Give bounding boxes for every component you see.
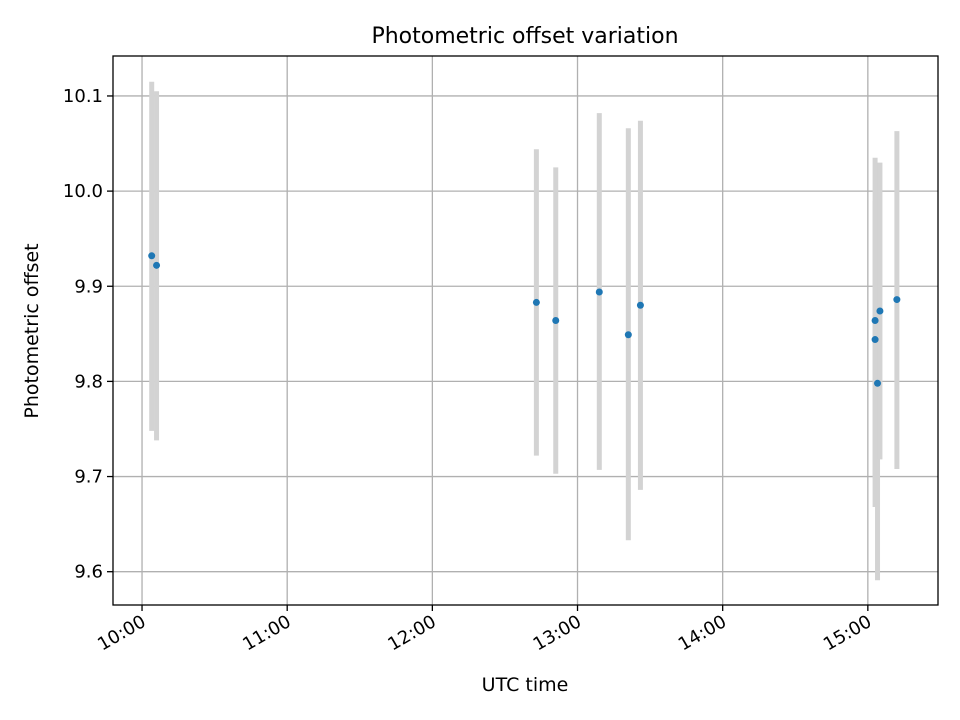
data-point bbox=[871, 336, 879, 344]
y-tick-label: 9.9 bbox=[74, 276, 103, 297]
y-tick-label: 9.6 bbox=[74, 562, 103, 583]
data-point bbox=[148, 252, 156, 260]
chart-title: Photometric offset variation bbox=[371, 24, 678, 49]
plot-frame bbox=[112, 55, 939, 606]
data-point bbox=[153, 261, 161, 269]
data-point bbox=[595, 288, 603, 296]
x-axis-label: UTC time bbox=[482, 674, 569, 696]
data-point bbox=[874, 379, 882, 387]
data-point bbox=[876, 307, 884, 315]
data-point bbox=[871, 317, 879, 325]
data-point bbox=[552, 317, 560, 325]
grid bbox=[113, 56, 938, 605]
y-tick-label: 10.0 bbox=[63, 181, 103, 202]
data-point bbox=[624, 331, 632, 339]
data-point bbox=[532, 298, 540, 306]
data-point bbox=[636, 301, 644, 309]
y-tick-label: 9.7 bbox=[74, 467, 103, 488]
data-points bbox=[148, 252, 901, 387]
y-tick-label: 10.1 bbox=[63, 86, 103, 107]
data-point bbox=[893, 296, 901, 304]
y-tick-label: 9.8 bbox=[74, 371, 103, 392]
y-axis-ticks: 9.6 9.7 9.8 9.9 10.0 10.1 bbox=[63, 86, 113, 583]
y-axis-label: Photometric offset bbox=[21, 243, 43, 418]
